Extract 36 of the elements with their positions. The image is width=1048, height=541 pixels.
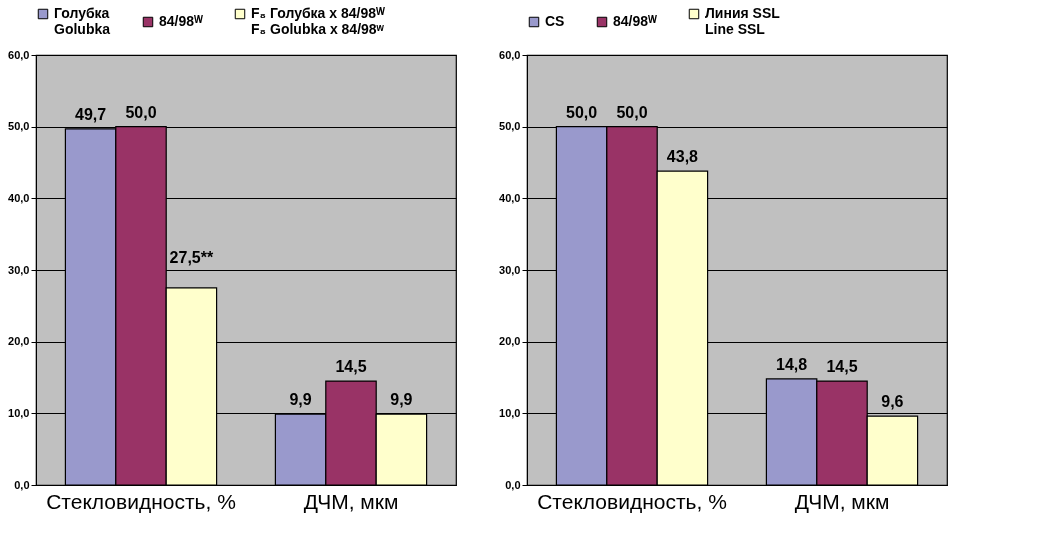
y-tick-label: 30,0 [8,263,30,276]
data-label: 50,0 [125,103,157,121]
legend-label: F₈ Голубка x 84/98ᵂ F₈ Golubka x 84/98ʷ [251,5,385,37]
data-label: 9,6 [881,393,904,411]
legend-label: Линия SSL Line SSL [705,5,781,37]
y-tick-label: 10,0 [8,406,30,419]
legend-label: 84/98ᵂ [159,13,204,29]
y-tick-label: 60,0 [499,48,521,61]
data-label: 14,5 [826,358,858,376]
legend-label: Голубка Golubka [54,5,111,37]
data-label: 14,8 [776,355,808,373]
y-tick-label: 0,0 [505,478,521,491]
y-tick-label: 10,0 [499,406,521,419]
x-tick-label: ДЧМ, мкм [303,489,399,513]
data-label: 27,5** [169,249,214,266]
data-label: 9,9 [289,391,312,409]
data-label: 14,5 [335,358,367,376]
y-tick-label: 40,0 [8,191,30,204]
legend-label: 84/98ᵂ [613,13,658,29]
y-tick-label: 60,0 [8,48,30,61]
y-tick-label: 0,0 [14,478,30,491]
data-label: 50,0 [566,103,598,121]
y-tick-label: 30,0 [499,263,521,276]
y-tick-label: 20,0 [499,335,521,348]
data-label: 43,8 [666,148,699,166]
data-label: 9,9 [390,391,413,409]
x-tick-label: Стекловидность, % [537,489,727,513]
y-tick-label: 50,0 [499,120,521,133]
data-label: 49,7 [75,105,107,123]
data-label: 50,0 [616,103,648,121]
y-tick-label: 20,0 [8,335,30,348]
x-tick-label: Стекловидность, % [46,489,236,513]
y-tick-label: 50,0 [8,120,30,133]
x-tick-label: ДЧМ, мкм [794,489,890,513]
y-tick-label: 40,0 [499,191,521,204]
legend-label: CS [545,13,565,29]
